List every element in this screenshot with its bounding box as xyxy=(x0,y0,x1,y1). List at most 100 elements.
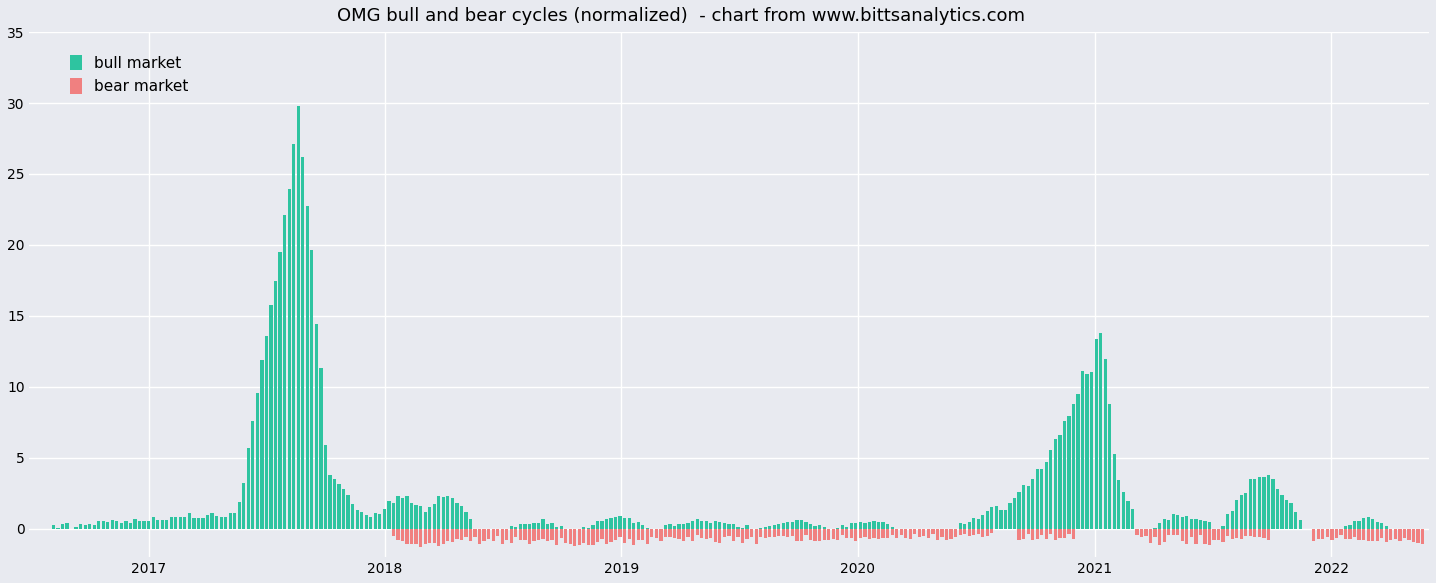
Bar xyxy=(1172,529,1175,535)
Bar xyxy=(1394,529,1397,539)
Bar xyxy=(777,524,780,529)
Bar xyxy=(787,529,790,538)
Bar xyxy=(518,524,523,529)
Bar xyxy=(619,516,622,529)
Bar xyxy=(1185,516,1189,529)
Bar xyxy=(850,524,853,529)
Bar xyxy=(701,521,704,529)
Bar xyxy=(709,529,712,538)
Bar xyxy=(1140,529,1143,537)
Bar xyxy=(550,522,554,529)
Bar xyxy=(415,529,418,544)
Bar xyxy=(1271,479,1275,529)
Bar xyxy=(646,528,649,529)
Bar xyxy=(981,529,985,537)
Bar xyxy=(228,514,231,529)
Bar xyxy=(1113,454,1116,529)
Bar xyxy=(1157,523,1162,529)
Bar xyxy=(505,529,508,540)
Bar xyxy=(1054,439,1057,529)
Bar xyxy=(1353,521,1356,529)
Bar xyxy=(705,529,708,539)
Bar xyxy=(1348,529,1351,539)
Bar xyxy=(1167,529,1170,535)
Bar xyxy=(115,521,119,529)
Bar xyxy=(741,528,744,529)
Bar xyxy=(270,305,273,529)
Bar xyxy=(995,506,998,529)
Bar xyxy=(760,529,763,538)
Bar xyxy=(1040,469,1044,529)
Bar xyxy=(636,522,640,529)
Bar xyxy=(819,525,821,529)
Bar xyxy=(1254,479,1256,529)
Bar xyxy=(773,529,775,537)
Bar xyxy=(106,522,109,529)
Bar xyxy=(1050,449,1053,529)
Bar xyxy=(52,525,55,529)
Bar xyxy=(302,157,304,529)
Bar xyxy=(1190,519,1193,529)
Bar xyxy=(401,529,404,541)
Bar xyxy=(1367,518,1370,529)
Bar xyxy=(342,489,345,529)
Bar xyxy=(419,506,422,529)
Bar xyxy=(533,524,536,529)
Bar xyxy=(256,392,258,529)
Bar xyxy=(1244,493,1248,529)
Bar xyxy=(632,529,635,545)
Bar xyxy=(1416,529,1420,543)
Bar xyxy=(1231,511,1234,529)
Bar xyxy=(659,529,662,541)
Bar xyxy=(437,496,441,529)
Bar xyxy=(560,529,563,538)
Bar xyxy=(1109,403,1111,529)
Bar xyxy=(727,524,731,529)
Bar xyxy=(1031,529,1034,540)
Bar xyxy=(383,509,386,529)
Bar xyxy=(447,496,449,529)
Bar xyxy=(1389,529,1393,540)
Bar xyxy=(437,529,441,546)
Bar xyxy=(1239,529,1242,539)
Bar xyxy=(1222,526,1225,529)
Bar xyxy=(991,507,994,529)
Bar xyxy=(854,524,857,529)
Bar xyxy=(804,529,807,535)
Bar xyxy=(251,422,254,529)
Bar xyxy=(451,529,454,542)
Bar xyxy=(686,522,689,529)
Bar xyxy=(1195,519,1198,529)
Bar xyxy=(1357,521,1361,529)
Bar xyxy=(119,524,123,529)
Bar xyxy=(337,484,340,529)
Bar xyxy=(701,529,704,539)
Bar xyxy=(1018,529,1021,540)
Bar xyxy=(306,206,309,529)
Bar xyxy=(56,528,59,529)
Bar xyxy=(188,513,191,529)
Bar xyxy=(750,529,754,537)
Bar xyxy=(1348,525,1351,529)
Bar xyxy=(329,475,332,529)
Bar xyxy=(1035,469,1038,529)
Bar xyxy=(968,529,971,536)
Bar xyxy=(125,521,128,529)
Bar xyxy=(169,517,172,529)
Bar xyxy=(1344,529,1347,539)
Bar xyxy=(976,519,979,529)
Bar xyxy=(491,529,495,541)
Bar xyxy=(823,529,826,540)
Bar xyxy=(913,529,916,534)
Bar xyxy=(134,519,136,529)
Bar xyxy=(1222,529,1225,543)
Bar xyxy=(396,529,399,540)
Bar xyxy=(464,529,468,537)
Bar xyxy=(1403,529,1406,538)
Bar xyxy=(243,483,246,529)
Bar xyxy=(663,525,668,529)
Bar xyxy=(1208,529,1211,545)
Bar xyxy=(1004,510,1007,529)
Bar xyxy=(523,525,527,529)
Bar xyxy=(1203,521,1206,529)
